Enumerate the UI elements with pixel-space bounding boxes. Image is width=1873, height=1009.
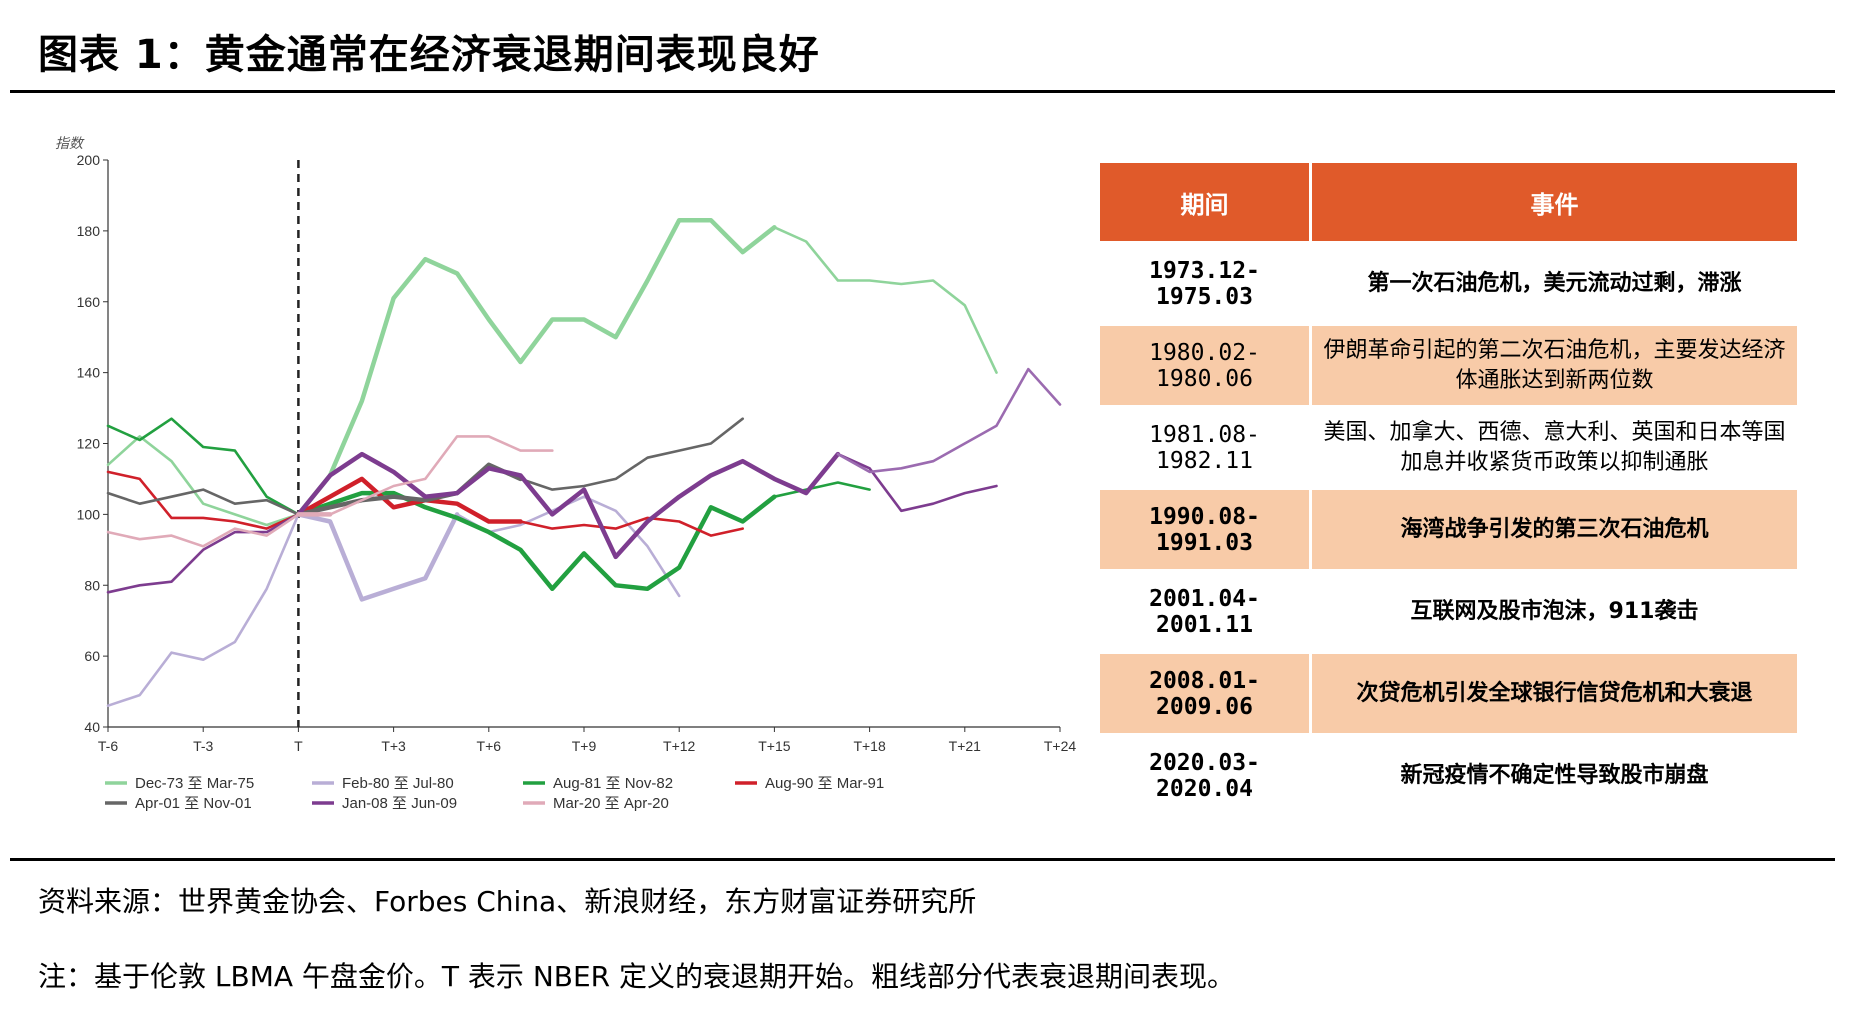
table-cell-event: 新冠疫情不确定性导致股市崩盘 (1309, 733, 1800, 818)
series-recession-segment (296, 462, 523, 517)
x-tick-label: T+24 (1044, 738, 1077, 754)
legend-label: Jan-08 至 Jun-09 (342, 795, 457, 812)
gold-performance-line-chart: 指数 40 60 80 100 120 140 160 180 200 T-6 T-3 T T+3 T+6… (55, 135, 1077, 812)
y-tick-label: 140 (77, 365, 101, 381)
x-tick-label: T+21 (949, 738, 982, 754)
y-tick-label: 160 (77, 294, 101, 310)
table-cell-period: 1990.08-1991.03 (1097, 487, 1312, 572)
y-tick-label: 40 (84, 719, 100, 735)
table-cell-event: 第一次石油危机，美元流动过剩，滞涨 (1309, 241, 1800, 326)
series-line (836, 367, 1062, 474)
table-row: 2020.03-2020.04 新冠疫情不确定性导致股市崩盘 (1097, 733, 1800, 818)
x-tick-label: T+9 (572, 738, 597, 754)
table-row: 1973.12-1975.03 第一次石油危机，美元流动过剩，滞涨 (1097, 241, 1800, 326)
source-note: 资料来源：世界黄金协会、Forbes China、新浪财经，东方财富证券研究所 (38, 885, 977, 918)
series-recession-segment (296, 217, 777, 517)
series-recession-segment (296, 476, 523, 524)
table-cell-period: 1980.02-1980.06 (1097, 323, 1312, 408)
table-header-period: 期间 (1097, 160, 1312, 244)
table-row: 1990.08-1991.03 海湾战争引发的第三次石油危机 (1097, 487, 1800, 572)
table-cell-period: 1973.12-1975.03 (1097, 241, 1312, 326)
x-tick-label: T-3 (193, 738, 213, 754)
table-cell-event: 美国、加拿大、西德、意大利、英国和日本等国加息并收紧货币政策以抑制通胀 (1309, 405, 1800, 490)
x-tick-label: T-6 (98, 738, 118, 754)
series-line (106, 417, 871, 591)
table-cell-event: 互联网及股市泡沫，911袭击 (1309, 569, 1800, 654)
plot-area (106, 217, 1062, 707)
footnote: 注：基于伦敦 LBMA 午盘金价。T 表示 NBER 定义的衰退期开始。粗线部分… (38, 960, 1236, 993)
legend-label: Mar-20 至 Apr-20 (553, 795, 669, 812)
y-tick-label: 200 (77, 152, 101, 168)
series-line (106, 495, 681, 707)
table-row: 2001.04-2001.11 互联网及股市泡沫，911袭击 (1097, 569, 1800, 654)
recession-events-table: 期间 事件 1973.12-1975.03 第一次石油危机，美元流动过剩，滞涨 19… (1097, 160, 1800, 818)
table-cell-event: 海湾战争引发的第三次石油危机 (1309, 487, 1800, 572)
series-recession-segment (296, 490, 777, 592)
table-header-event: 事件 (1309, 160, 1800, 244)
series-recession-segment (296, 451, 841, 560)
y-tick-label: 120 (77, 436, 101, 452)
legend-label: Aug-81 至 Nov-82 (553, 775, 673, 792)
table-cell-period: 2001.04-2001.11 (1097, 569, 1312, 654)
series-recession-segment (296, 512, 460, 602)
y-tick-label: 100 (77, 506, 101, 522)
axes: 40 60 80 100 120 140 160 180 200 T-6 T-3 T T+3 T+6 T+9… (77, 152, 1077, 754)
legend-label: Dec-73 至 Mar-75 (135, 775, 254, 792)
x-tick-label: T+3 (381, 738, 406, 754)
table-cell-period: 2008.01-2009.06 (1097, 651, 1312, 736)
figure-title: 图表 1：黄金通常在经济衰退期间表现良好 (38, 32, 820, 78)
table-cell-event: 次贷危机引发全球银行信贷危机和大衰退 (1309, 651, 1800, 736)
legend-label: Apr-01 至 Nov-01 (135, 795, 252, 812)
x-tick-label: T (294, 738, 303, 754)
legend: Dec-73 至 Mar-75 Feb-80 至 Jul-80 Aug-81 至 N… (105, 775, 884, 812)
y-axis-label: 指数 (55, 135, 85, 151)
table-cell-period: 1981.08-1982.11 (1097, 405, 1312, 490)
table-cell-event: 伊朗革命引起的第二次石油危机，主要发达经济体通胀达到新两位数 (1309, 323, 1800, 408)
legend-label: Aug-90 至 Mar-91 (765, 775, 884, 792)
y-tick-label: 180 (77, 223, 101, 239)
table-row: 1980.02-1980.06 伊朗革命引起的第二次石油危机，主要发达经济体通胀达… (1097, 323, 1800, 408)
x-tick-label: T+18 (853, 738, 886, 754)
series-line (106, 218, 998, 527)
x-tick-label: T+12 (663, 738, 696, 754)
bottom-rule (10, 858, 1835, 861)
table-row: 1981.08-1982.11 美国、加拿大、西德、意大利、英国和日本等国加息并收… (1097, 405, 1800, 490)
y-tick-label: 80 (84, 577, 100, 593)
legend-label: Feb-80 至 Jul-80 (342, 775, 454, 792)
x-tick-label: T+6 (477, 738, 502, 754)
top-rule (10, 90, 1835, 93)
table-cell-period: 2020.03-2020.04 (1097, 733, 1312, 818)
y-tick-label: 60 (84, 648, 100, 664)
x-tick-label: T+15 (758, 738, 791, 754)
table-row: 2008.01-2009.06 次贷危机引发全球银行信贷危机和大衰退 (1097, 651, 1800, 736)
